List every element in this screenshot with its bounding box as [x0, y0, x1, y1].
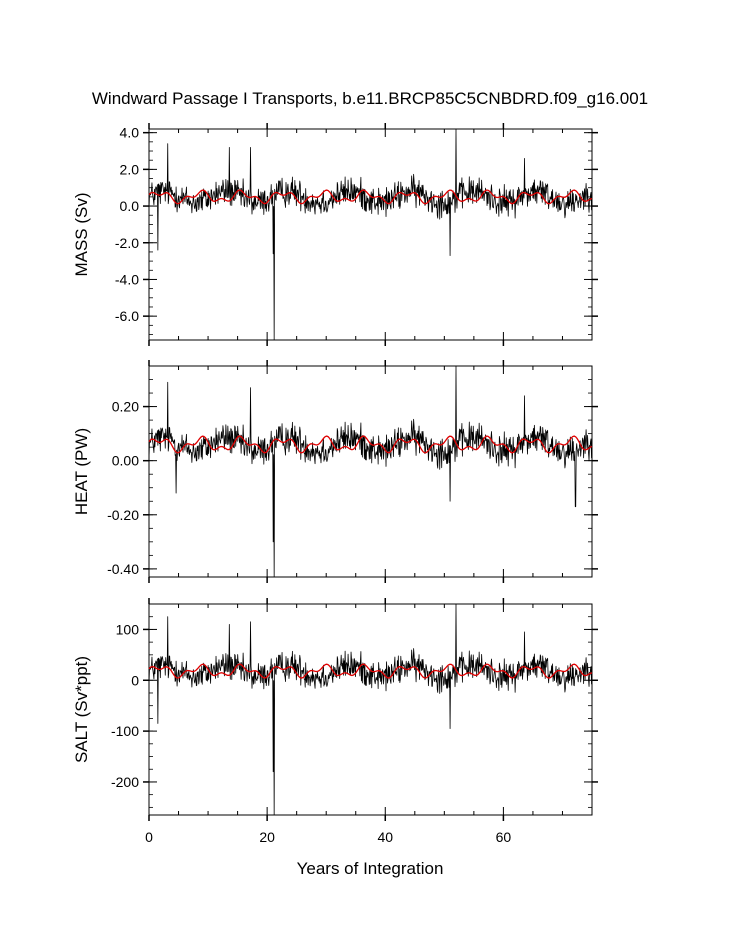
y-tick-label: -2.0 [115, 235, 139, 251]
x-tick-label: 60 [496, 829, 512, 845]
plot-frame [148, 603, 593, 816]
panel-3: -200 -100 0 100 0 20 40 60 SALT (Sv*ppt) [72, 598, 598, 845]
y-tick-label: -200 [111, 774, 139, 790]
y-tick-label: 0.00 [112, 453, 139, 469]
chart-title: Windward Passage I Transports, b.e11.BRC… [92, 89, 648, 108]
y-tick-label: -100 [111, 723, 139, 739]
x-tick-label: 40 [377, 829, 393, 845]
y-tick-label: 2.0 [120, 161, 140, 177]
y-axis-label: SALT (Sv*ppt) [72, 656, 91, 763]
series-annual-line [148, 189, 593, 205]
y-tick-label: 4.0 [120, 125, 140, 141]
series-monthly-line [148, 365, 593, 578]
panels: -6.0 -4.0 -2.0 0.0 2.0 4.0 MASS (Sv) -0.40 -0.20… [72, 123, 598, 845]
series-monthly-line [148, 128, 593, 341]
y-tick-label: 100 [116, 621, 140, 637]
y-axis-label: MASS (Sv) [72, 192, 91, 276]
y-tick-label: 0.0 [120, 198, 140, 214]
plot-frame [148, 128, 593, 341]
y-tick-label: -4.0 [115, 271, 139, 287]
y-tick-label: -0.40 [107, 561, 139, 577]
panel-2: -0.40 -0.20 0.00 0.20 HEAT (PW) [72, 360, 598, 583]
plot-frame [148, 365, 593, 578]
y-tick-label: 0.20 [112, 399, 139, 415]
y-tick-label: -0.20 [107, 507, 139, 523]
series-annual-line [148, 663, 593, 679]
y-axis-label: HEAT (PW) [72, 428, 91, 515]
panel-1: -6.0 -4.0 -2.0 0.0 2.0 4.0 MASS (Sv) [72, 123, 598, 346]
y-tick-label: 0 [131, 672, 139, 688]
series-monthly-line [148, 603, 593, 816]
y-tick-label: -6.0 [115, 308, 139, 324]
x-tick-label: 20 [259, 829, 275, 845]
x-axis-label: Years of Integration [297, 859, 444, 878]
x-tick-label: 0 [145, 829, 153, 845]
series-annual-line [148, 435, 593, 454]
